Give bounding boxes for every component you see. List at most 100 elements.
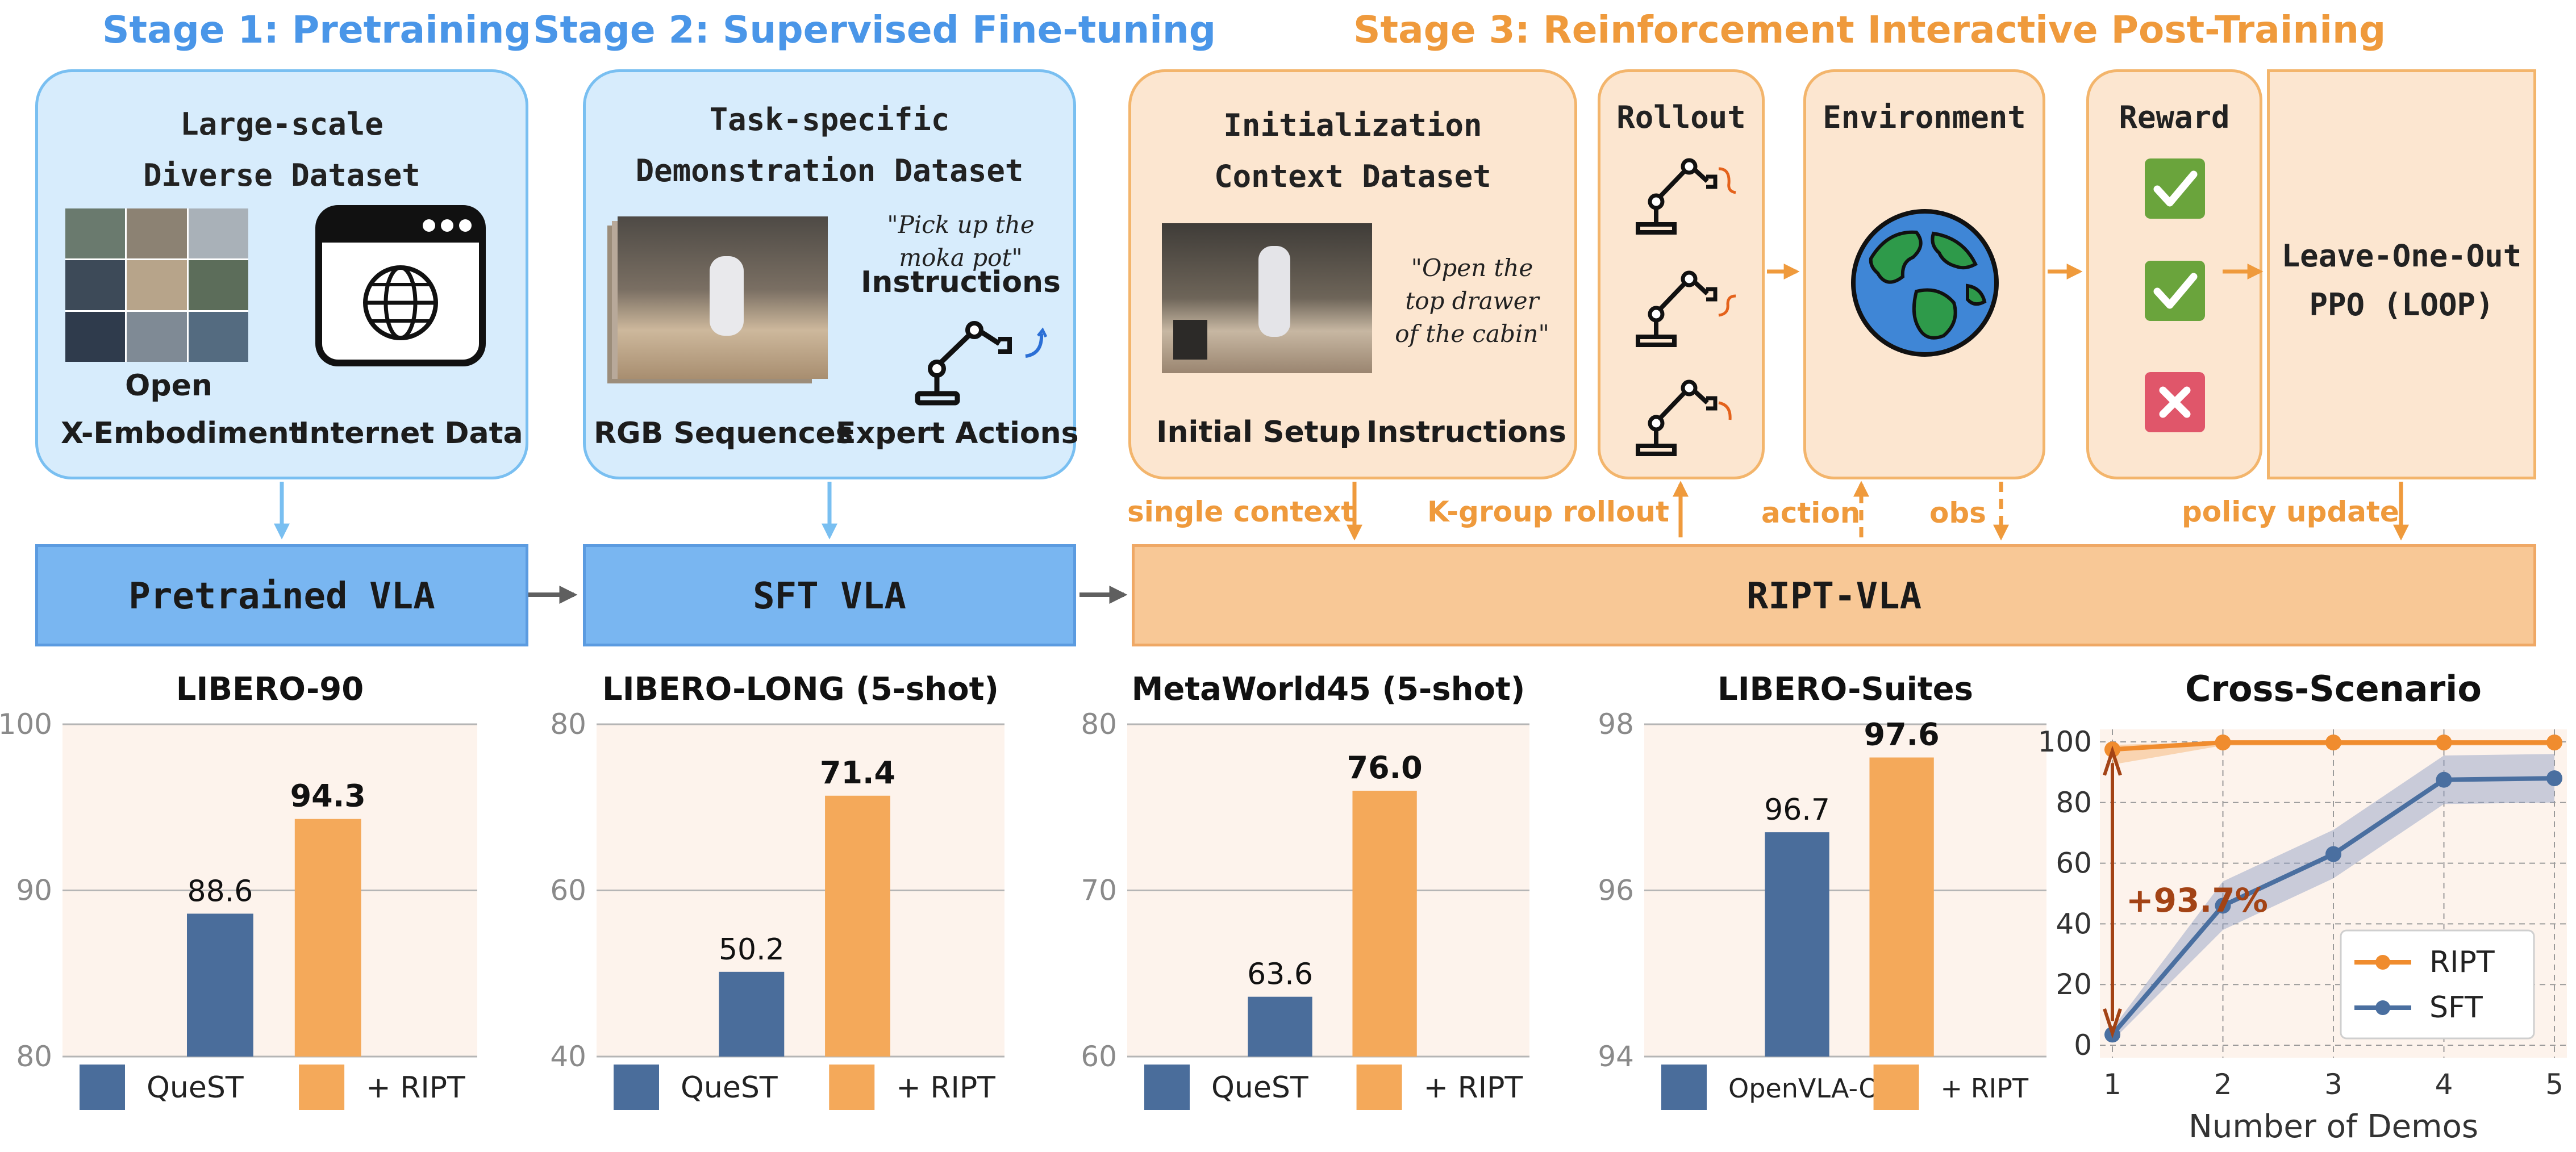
stage3-init-title-line2: Context Dataset bbox=[1214, 158, 1491, 194]
stage3-title: Stage 3: Reinforcement Interactive Post-… bbox=[1353, 8, 2386, 52]
data-point bbox=[2215, 898, 2231, 914]
legend-swatch bbox=[614, 1065, 659, 1110]
pretrained-vla-bar: Pretrained VLA bbox=[35, 544, 528, 646]
sft-confidence-band bbox=[2112, 754, 2554, 1041]
rollout-title: Rollout bbox=[1616, 99, 1746, 135]
stage3-quote-line2: top drawer bbox=[1405, 287, 1539, 315]
y-tick-label: 90 bbox=[16, 874, 52, 907]
y-tick-label: 80 bbox=[1081, 708, 1117, 741]
gain-annotation: +93.7% bbox=[2126, 881, 2268, 920]
bar bbox=[825, 795, 890, 1057]
y-tick-label: 80 bbox=[2056, 786, 2092, 819]
stage2-box-title-line2: Demonstration Dataset bbox=[635, 153, 1024, 189]
loop-title-line1: Leave-One-Out bbox=[2281, 238, 2522, 274]
single-context-label: single context bbox=[1127, 495, 1355, 528]
bar-value-label: 96.7 bbox=[1764, 793, 1830, 827]
earth-globe-icon bbox=[1851, 209, 1999, 357]
bar-value-label: 94.3 bbox=[290, 778, 366, 814]
stage2-dataset-box: Task-specific Demonstration Dataset "Pic… bbox=[583, 69, 1079, 479]
stage1-box-title-line2: Diverse Dataset bbox=[143, 157, 420, 193]
legend-label: + RIPT bbox=[366, 1071, 465, 1105]
bar-value-label: 63.6 bbox=[1247, 958, 1313, 992]
sft-vla-bar: SFT VLA bbox=[583, 544, 1076, 646]
policy-update-label: policy update bbox=[2182, 495, 2399, 528]
data-point bbox=[2436, 734, 2452, 751]
stage1-dataset-box: Large-scale Diverse Dataset Open X-Embod… bbox=[35, 69, 528, 479]
legend-label: + RIPT bbox=[896, 1071, 995, 1105]
y-tick-label: 70 bbox=[1081, 874, 1117, 907]
rollout-box: Rollout bbox=[1598, 69, 1765, 479]
legend-swatch bbox=[299, 1065, 345, 1110]
gain-arrowhead-up bbox=[2103, 745, 2122, 776]
chart-title: LIBERO-90 bbox=[176, 671, 364, 708]
sft-vla-label: SFT VLA bbox=[753, 575, 906, 617]
data-point bbox=[2436, 771, 2452, 788]
y-tick-label: 94 bbox=[1598, 1040, 1634, 1073]
initial-setup-caption: Initial Setup bbox=[1156, 415, 1361, 449]
y-tick-label: 100 bbox=[0, 708, 52, 741]
legend-label: QueST bbox=[147, 1071, 244, 1105]
stage3-init-title-line1: Initialization bbox=[1223, 107, 1482, 143]
bar-value-label: 97.6 bbox=[1864, 717, 1940, 753]
bar bbox=[1869, 757, 1934, 1057]
y-tick-label: 80 bbox=[550, 708, 586, 741]
y-tick-label: 40 bbox=[2056, 907, 2092, 940]
bar-value-label: 50.2 bbox=[719, 933, 785, 967]
bar-value-label: 71.4 bbox=[820, 755, 895, 791]
action-label: action bbox=[1761, 496, 1861, 529]
rgb-frame-stack-icon bbox=[607, 216, 829, 387]
y-tick-label: 60 bbox=[550, 874, 586, 907]
metaworld45-bar-chart: MetaWorld45 (5-shot) 60 70 80 63.6 76.0 QueST +… bbox=[1081, 671, 1529, 1110]
chart-title: Cross-Scenario bbox=[2185, 668, 2482, 709]
y-tick-label: 60 bbox=[1081, 1040, 1117, 1073]
y-tick-label: 80 bbox=[16, 1040, 52, 1073]
legend-label: SFT bbox=[2429, 991, 2483, 1025]
obs-label: obs bbox=[1929, 496, 1986, 529]
bar bbox=[294, 819, 361, 1057]
chart-title: LIBERO-Suites bbox=[1718, 671, 1973, 708]
stage3-quote-line3: of the cabin" bbox=[1395, 320, 1549, 348]
legend-swatch bbox=[1144, 1065, 1190, 1110]
x-axis-label: Number of Demos bbox=[2189, 1108, 2478, 1145]
y-tick-label: 40 bbox=[550, 1040, 586, 1073]
stage2-box-title-line1: Task-specific bbox=[709, 102, 950, 137]
x-tick-label: 4 bbox=[2435, 1068, 2453, 1101]
bar bbox=[1765, 832, 1829, 1057]
legend-label: + RIPT bbox=[1424, 1071, 1523, 1105]
bar bbox=[1352, 791, 1417, 1057]
check-icon bbox=[2145, 261, 2205, 321]
data-point bbox=[2215, 734, 2231, 751]
k-group-rollout-label: K-group rollout bbox=[1427, 495, 1669, 528]
bar bbox=[719, 971, 785, 1057]
stage2-quote-line2: moka pot" bbox=[899, 244, 1023, 272]
legend-swatch bbox=[829, 1065, 875, 1110]
y-tick-label: 96 bbox=[1598, 874, 1634, 907]
ript-vla-bar: RIPT-VLA bbox=[1132, 544, 2536, 646]
y-tick-label: 98 bbox=[1598, 708, 1634, 741]
data-point bbox=[2546, 770, 2562, 787]
expert-actions-caption: Expert Actions bbox=[836, 416, 1079, 450]
initial-setup-image bbox=[1162, 223, 1372, 373]
legend-label: RIPT bbox=[2429, 945, 2495, 979]
stage1-title: Stage 1: Pretraining bbox=[102, 8, 531, 52]
robot-arm-icon bbox=[1636, 158, 1736, 235]
bar-value-label: 76.0 bbox=[1347, 750, 1423, 786]
bar bbox=[1248, 996, 1312, 1057]
legend-label: QueST bbox=[681, 1071, 778, 1105]
chart-title: MetaWorld45 (5-shot) bbox=[1132, 671, 1525, 708]
data-point bbox=[2546, 734, 2562, 751]
stage3-quote-line1: "Open the bbox=[1411, 254, 1533, 282]
robot-arm-icon bbox=[1636, 270, 1736, 347]
loop-box: Leave-One-Out PPO (LOOP) bbox=[2267, 69, 2536, 479]
chart-title: LIBERO-LONG (5-shot) bbox=[602, 671, 999, 708]
libero-long-bar-chart: LIBERO-LONG (5-shot) 40 60 80 50.2 71.4 QueST +… bbox=[550, 671, 1004, 1110]
data-point bbox=[2325, 846, 2341, 862]
browser-globe-icon bbox=[315, 205, 486, 366]
bar bbox=[187, 913, 253, 1057]
data-point bbox=[2325, 734, 2341, 751]
pretrained-vla-label: Pretrained VLA bbox=[128, 575, 435, 617]
legend-swatch bbox=[1661, 1065, 1707, 1110]
reward-title: Reward bbox=[2119, 99, 2230, 135]
